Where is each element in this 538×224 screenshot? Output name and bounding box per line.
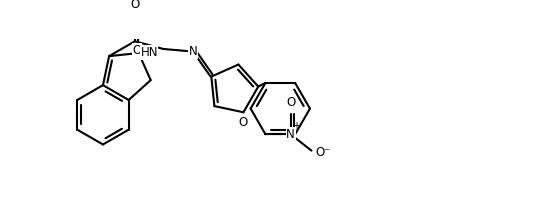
- Text: O: O: [286, 96, 295, 109]
- Text: O⁻: O⁻: [316, 146, 331, 159]
- Text: N: N: [189, 45, 197, 58]
- Text: HN: HN: [140, 46, 158, 59]
- Text: O: O: [238, 116, 247, 129]
- Text: +: +: [292, 121, 300, 131]
- Text: N: N: [286, 128, 295, 141]
- Text: O: O: [132, 44, 141, 57]
- Text: O: O: [130, 0, 139, 11]
